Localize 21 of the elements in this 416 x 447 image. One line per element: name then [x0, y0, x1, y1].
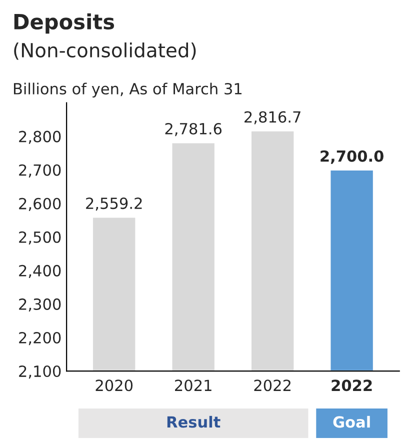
data-label: 2,559.2 — [86, 198, 142, 211]
chart-title: Deposits — [14, 13, 114, 34]
y-tick-label: 2,600 — [19, 198, 61, 211]
y-tick-label: 2,500 — [19, 231, 61, 244]
x-tick-label: 2020 — [96, 380, 133, 392]
data-label: 2,700.0 — [320, 150, 384, 164]
data-label: 2,816.7 — [244, 111, 300, 124]
x-tick-label: 2021 — [175, 380, 212, 392]
x-tick-label: 2022 — [254, 380, 290, 392]
y-axis-title: Billions of yen, As of March 31 — [14, 82, 242, 98]
y-tick-label: 2,100 — [19, 365, 61, 379]
y-tick-label: 2,400 — [19, 264, 61, 278]
text: Goal — [333, 416, 370, 428]
x-tick-label: 2022 — [332, 380, 372, 392]
chart-subtitle: (Non-consolidated) — [14, 42, 196, 60]
y-tick-label: 2,300 — [19, 298, 61, 312]
text: Result — [167, 416, 220, 428]
y-tick-label: 2,700 — [19, 164, 61, 178]
data-label: 2,781.6 — [165, 122, 222, 136]
y-tick-label: 2,200 — [19, 332, 61, 346]
y-tick-label: 2,800 — [19, 130, 61, 144]
